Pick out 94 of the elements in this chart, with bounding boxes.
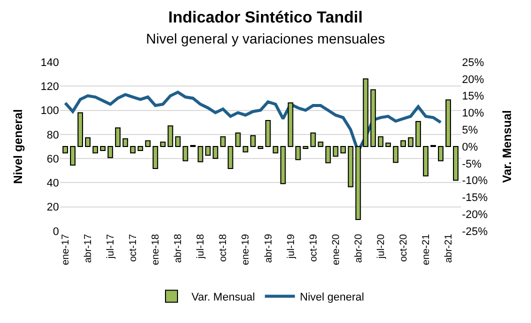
bar <box>348 146 354 188</box>
bar <box>272 146 278 154</box>
x-tick-label: ene-19 <box>240 234 252 266</box>
x-tick-label: oct-18 <box>218 234 230 262</box>
bar <box>152 146 158 169</box>
y2-tick-label: -15% <box>462 192 488 204</box>
bar <box>340 146 346 154</box>
bar <box>228 146 234 169</box>
bar <box>415 120 421 147</box>
bar <box>302 146 308 150</box>
bar <box>175 136 181 147</box>
y2-tick-label: -25% <box>462 226 488 238</box>
bar <box>138 146 144 152</box>
bar <box>168 125 174 147</box>
x-tick-label: ene-20 <box>330 234 342 266</box>
bar <box>205 146 211 156</box>
bar <box>422 146 428 176</box>
bar <box>160 142 166 147</box>
bar <box>392 146 398 163</box>
bar <box>362 78 368 147</box>
bar <box>115 127 121 147</box>
y-tick-label: 140 <box>40 56 59 69</box>
bar <box>182 146 188 162</box>
y2-tick-label: 15% <box>462 90 484 103</box>
bar <box>445 99 451 147</box>
bar <box>85 137 91 147</box>
y-tick-label: 0 <box>52 226 59 238</box>
bar <box>452 146 458 181</box>
x-tick-label: jul-17 <box>106 234 117 260</box>
bar <box>100 146 106 152</box>
y-axis-title: Nivel general <box>10 109 25 184</box>
bar <box>408 137 414 147</box>
x-tick-label: abr-17 <box>83 234 94 263</box>
y2-tick-label: 25% <box>462 56 484 69</box>
bar <box>258 146 264 150</box>
bar <box>108 146 114 158</box>
x-tick-label: abr-18 <box>173 234 184 263</box>
x-tick-label: jul-19 <box>286 234 297 260</box>
y2-tick-label: 20% <box>462 74 484 86</box>
bar <box>295 146 301 160</box>
bar <box>288 102 294 147</box>
bar <box>400 140 406 147</box>
y2-tick-label: -20% <box>462 208 488 221</box>
x-tick-label: ene-18 <box>150 234 162 266</box>
bar <box>310 132 316 147</box>
y2-tick-label: -10% <box>462 175 488 188</box>
x-tick-label: ene-17 <box>60 234 72 266</box>
x-tick-label: abr-20 <box>353 234 364 263</box>
legend-label: Nivel general <box>300 291 364 304</box>
y2-tick-label: 0% <box>462 141 478 154</box>
bar <box>145 140 151 147</box>
y2-axis-title: Var. Mensual <box>500 110 514 183</box>
bar <box>220 136 226 147</box>
y2-tick-label: -5% <box>462 158 482 170</box>
bar <box>318 142 324 147</box>
bar <box>438 146 444 162</box>
bar <box>198 146 204 162</box>
bar <box>62 146 68 154</box>
x-tick-label: oct-20 <box>398 234 410 262</box>
bar <box>385 142 391 147</box>
bar <box>265 120 271 147</box>
x-tick-label: ene-21 <box>420 234 432 266</box>
bar <box>378 136 384 147</box>
bar <box>130 146 136 154</box>
bar <box>78 112 84 147</box>
y-tick-label: 60 <box>46 153 59 166</box>
bar <box>370 89 376 147</box>
x-tick-label: oct-17 <box>128 234 140 262</box>
x-tick-label: abr-19 <box>263 234 274 263</box>
bar <box>242 146 248 152</box>
bar <box>212 146 218 159</box>
x-tick-label: abr-21 <box>443 234 454 263</box>
chart-subtitle: Nivel general y variaciones mensuales <box>146 30 385 46</box>
bar <box>325 146 331 164</box>
y-tick-label: 120 <box>40 80 59 93</box>
bar <box>122 138 128 147</box>
y-tick-label: 20 <box>46 202 59 214</box>
bar <box>250 135 256 147</box>
x-tick-label: jul-18 <box>196 234 207 260</box>
y-tick-label: 80 <box>46 129 59 142</box>
bar <box>235 132 241 147</box>
x-tick-label: oct-19 <box>308 234 320 262</box>
y2-tick-label: 10% <box>462 108 484 120</box>
y-tick-label: 100 <box>40 105 59 118</box>
bar <box>70 146 76 166</box>
bar <box>355 146 361 220</box>
y2-tick-label: 5% <box>462 124 478 136</box>
y-tick-label: 40 <box>46 178 59 190</box>
chart-title: Indicador Sintético Tandil <box>168 10 363 27</box>
bar <box>332 146 338 157</box>
x-tick-label: jul-20 <box>376 234 387 260</box>
bar <box>92 146 98 154</box>
legend-label: Var. Mensual <box>192 291 255 304</box>
bar <box>280 146 286 184</box>
